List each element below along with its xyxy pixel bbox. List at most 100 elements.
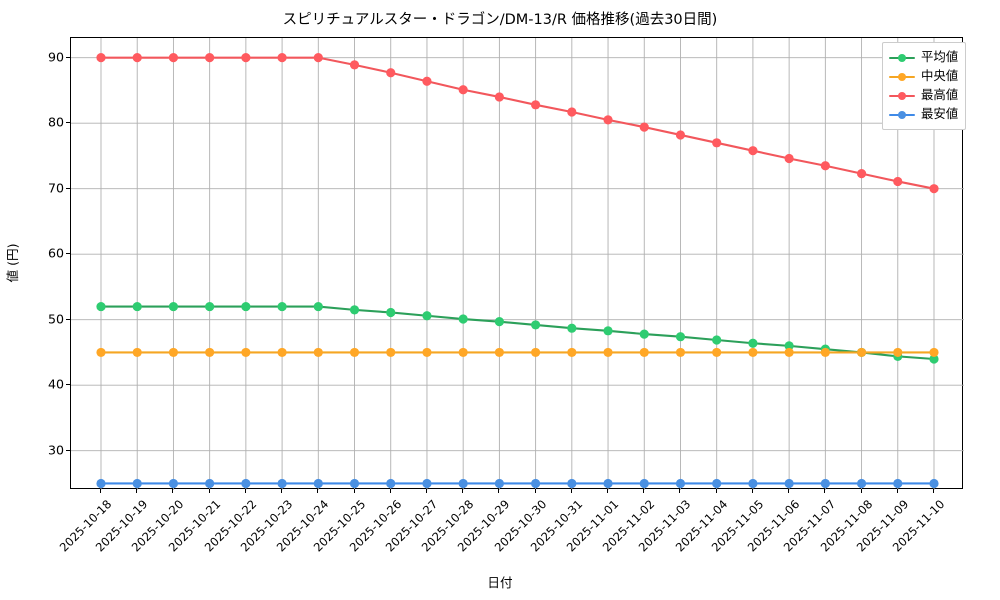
- data-point: [784, 153, 794, 164]
- data-point: [893, 176, 903, 187]
- data-point: [277, 301, 287, 312]
- data-point: [494, 92, 504, 102]
- data-point: [820, 347, 830, 358]
- legend-label: 最安値: [921, 106, 959, 122]
- data-point: [639, 347, 649, 358]
- data-point: [205, 347, 215, 358]
- data-point: [748, 146, 758, 156]
- data-point: [856, 347, 867, 358]
- data-point: [132, 53, 142, 63]
- data-point: [603, 326, 613, 336]
- data-point: [567, 347, 577, 358]
- data-point: [96, 53, 106, 63]
- data-point: [784, 347, 794, 358]
- legend-swatch-icon: [889, 71, 915, 83]
- legend-item-3[interactable]: 最安値: [889, 105, 958, 124]
- chart-title: スピリチュアルスター・ドラゴン/DM-13/R 価格推移(過去30日間): [282, 12, 718, 28]
- data-point: [929, 478, 939, 489]
- legend-item-2[interactable]: 最高値: [889, 86, 958, 105]
- data-point: [748, 478, 758, 489]
- data-point: [458, 347, 468, 358]
- y-tick-label: 60: [47, 245, 64, 261]
- data-point: [313, 347, 323, 358]
- data-point: [494, 478, 504, 489]
- data-point: [132, 347, 142, 358]
- legend-swatch-icon: [889, 52, 915, 64]
- data-point: [458, 314, 468, 324]
- data-point: [531, 100, 541, 110]
- data-point: [349, 347, 360, 358]
- data-point: [712, 138, 722, 148]
- data-point: [96, 301, 106, 312]
- data-point: [241, 347, 251, 358]
- y-tick-label: 50: [47, 311, 64, 327]
- y-tick-label: 90: [47, 49, 64, 65]
- data-point: [458, 85, 468, 95]
- data-point: [748, 338, 758, 348]
- data-point: [893, 478, 903, 489]
- data-point: [856, 478, 867, 489]
- data-point: [168, 478, 179, 489]
- data-point: [531, 478, 541, 489]
- data-point: [132, 478, 142, 489]
- y-tick-label: 70: [47, 180, 64, 196]
- data-point: [386, 307, 396, 318]
- data-point: [277, 53, 287, 63]
- data-point: [96, 347, 106, 358]
- data-point: [422, 347, 432, 358]
- legend-item-1[interactable]: 中央値: [889, 67, 958, 86]
- data-point: [349, 305, 360, 315]
- data-point: [929, 354, 939, 364]
- chart-legend[interactable]: 平均値 中央値最高値最安値: [882, 42, 967, 130]
- data-point: [929, 347, 939, 358]
- data-point: [929, 184, 939, 194]
- series-line-2: [99, 56, 936, 190]
- plot-area: [70, 37, 964, 490]
- data-point: [96, 478, 106, 489]
- data-point: [349, 478, 360, 489]
- data-point: [784, 478, 794, 489]
- legend-label: 中央値: [921, 68, 959, 84]
- y-axis-tick-labels: 30 40 50 60 70 80 90: [0, 0, 64, 600]
- data-point: [675, 478, 686, 489]
- data-point: [639, 329, 649, 339]
- data-point: [603, 478, 613, 489]
- data-point: [168, 347, 179, 358]
- data-point: [241, 478, 251, 489]
- data-point: [675, 332, 686, 342]
- data-point: [675, 347, 686, 358]
- data-point: [639, 478, 649, 489]
- data-point: [241, 53, 251, 63]
- data-point: [313, 478, 323, 489]
- data-point: [241, 301, 251, 312]
- data-point: [386, 347, 396, 358]
- data-point: [712, 347, 722, 358]
- y-tick-label: 40: [47, 376, 64, 392]
- data-point: [386, 478, 396, 489]
- data-point: [458, 478, 468, 489]
- data-point: [277, 478, 287, 489]
- data-point: [603, 347, 613, 358]
- data-point: [712, 478, 722, 489]
- data-point: [567, 107, 577, 117]
- data-point: [820, 161, 830, 171]
- data-point: [531, 320, 541, 330]
- data-point: [494, 347, 504, 358]
- data-point: [567, 323, 577, 333]
- data-point: [205, 301, 215, 312]
- data-point: [748, 347, 758, 358]
- data-point: [422, 311, 432, 321]
- legend-label: 最高値: [921, 87, 959, 103]
- data-series-layer: [96, 53, 939, 489]
- legend-item-0[interactable]: 平均値: [889, 48, 958, 67]
- data-point: [531, 347, 541, 358]
- data-point: [313, 301, 323, 312]
- data-point: [893, 347, 903, 358]
- data-point: [313, 53, 323, 63]
- legend-swatch-icon: [889, 109, 915, 121]
- data-point: [205, 478, 215, 489]
- data-point: [205, 53, 215, 63]
- data-point: [603, 115, 613, 125]
